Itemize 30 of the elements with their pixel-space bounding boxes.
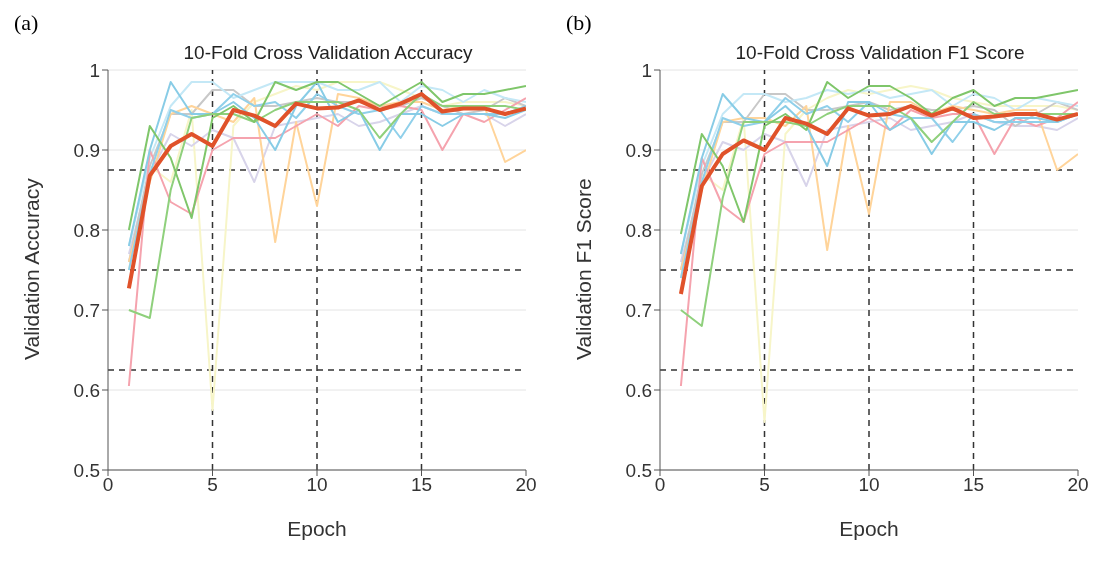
y-tick-label: 0.5: [73, 459, 100, 481]
y-tick-label: 1: [89, 59, 100, 81]
x-tick-label: 5: [207, 474, 218, 496]
y-tick-label: 0.6: [625, 379, 652, 401]
text: (b): [566, 10, 592, 36]
x-tick-label: 20: [1067, 474, 1089, 496]
x-axis-title: Epoch: [287, 517, 347, 540]
x-tick-label: 15: [410, 474, 433, 496]
text: (a): [14, 10, 39, 36]
x-tick-label: 0: [102, 474, 114, 496]
y-tick-label: 0.8: [73, 219, 100, 241]
x-tick-label: 0: [654, 474, 666, 496]
y-tick-label: 0.7: [73, 299, 100, 321]
x-tick-label: 5: [759, 474, 770, 496]
y-tick-label: 0.9: [73, 139, 100, 161]
x-tick-label: 10: [858, 474, 880, 496]
y-axis-title: Validation Accuracy: [20, 177, 44, 360]
x-tick-label: 20: [515, 474, 537, 496]
x-axis-title: Epoch: [839, 517, 899, 540]
y-axis-title: Validation F1 Score: [572, 178, 596, 360]
chart-title: 10-Fold Cross Validation Accuracy: [182, 42, 474, 64]
x-tick-label: 10: [306, 474, 328, 496]
y-tick-label: 0.8: [625, 219, 652, 241]
y-tick-label: 1: [641, 59, 652, 81]
y-tick-label: 0.5: [625, 459, 652, 481]
y-tick-label: 0.7: [625, 299, 652, 321]
y-tick-label: 0.9: [625, 139, 652, 161]
x-tick-label: 15: [962, 474, 985, 496]
y-tick-label: 0.6: [73, 379, 100, 401]
chart-title: 10-Fold Cross Validation F1 Score: [734, 42, 1026, 64]
